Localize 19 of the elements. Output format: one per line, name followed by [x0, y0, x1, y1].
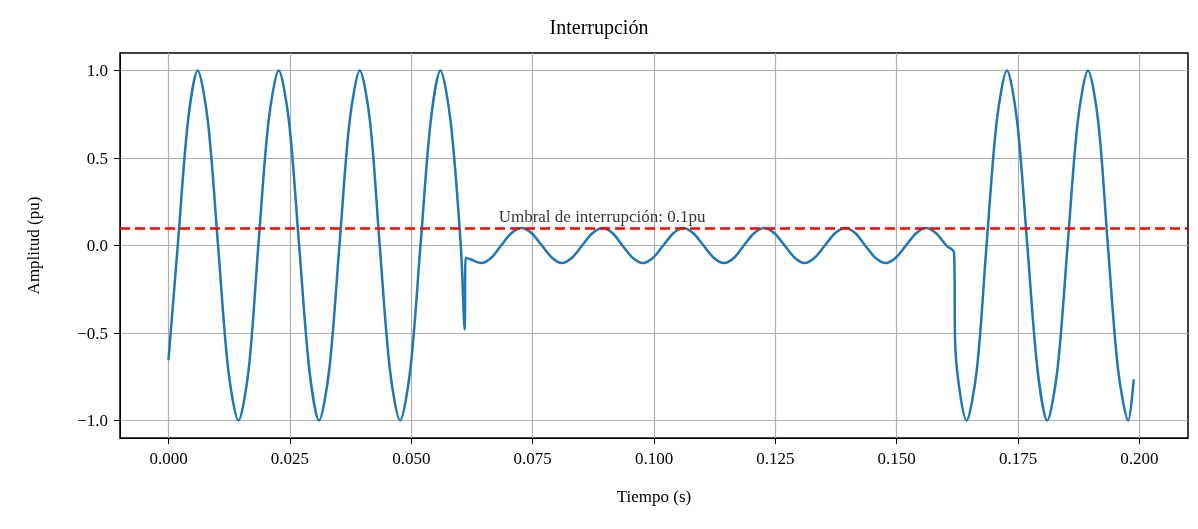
x-tick-label: 0.000 [149, 449, 188, 468]
annotation: Umbral de interrupción: 0.1pu [498, 207, 706, 226]
x-tick-label: 0.100 [634, 449, 674, 468]
y-tick-label: 1.0 [86, 61, 108, 80]
y-tick-label: −0.5 [77, 323, 108, 343]
x-tick-label: 0.075 [513, 449, 552, 468]
x-tick-label: 0.025 [270, 449, 310, 468]
x-axis-title: Tiempo (s) [616, 487, 692, 506]
y-axis-title: Amplitud (pu) [24, 196, 43, 295]
x-tick-label: 0.200 [1120, 449, 1159, 468]
chart-title: Interrupción [549, 16, 649, 39]
x-tick-label: 0.050 [392, 449, 431, 468]
x-tick-label: 0.175 [998, 449, 1038, 468]
x-tick-label: 0.125 [756, 449, 795, 468]
y-tick-label: 0.0 [86, 236, 108, 255]
x-tick-label: 0.150 [877, 449, 916, 468]
y-tick-label: −1.0 [77, 411, 108, 430]
y-tick-label: 0.5 [86, 148, 108, 168]
line-series [167, 69, 1135, 422]
